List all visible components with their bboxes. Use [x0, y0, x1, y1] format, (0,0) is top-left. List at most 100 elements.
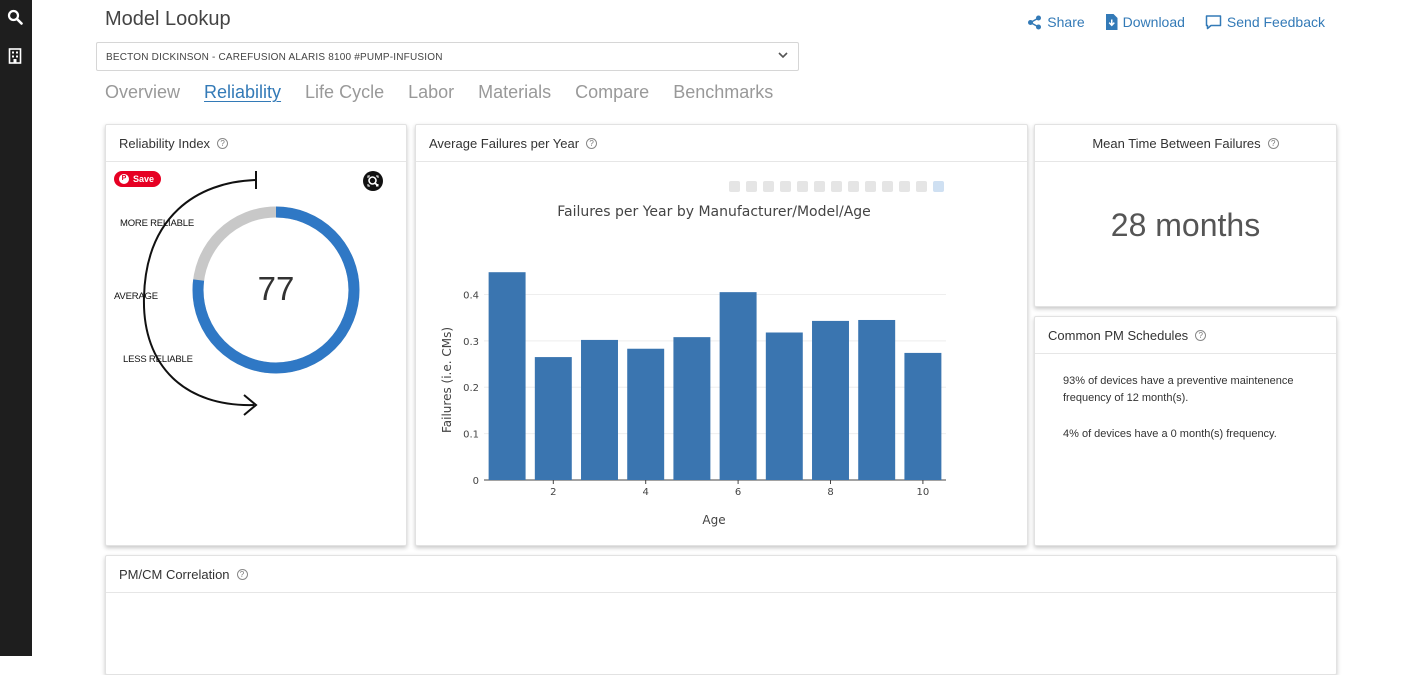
- mtbf-title: Mean Time Between Failures: [1092, 135, 1261, 151]
- y-tick-label: 0.3: [463, 337, 479, 348]
- send-feedback-label: Send Feedback: [1226, 14, 1325, 30]
- tab-benchmarks[interactable]: Benchmarks: [673, 82, 774, 102]
- x-tick-label: 4: [643, 487, 649, 498]
- top-actions: Share Download Send Feedback: [1027, 14, 1325, 30]
- average-label: AVERAGE: [114, 291, 158, 302]
- pm-schedules-header: Common PM Schedules ?: [1035, 317, 1336, 354]
- zoom-icon[interactable]: [746, 181, 757, 192]
- chart-modebar: [729, 181, 944, 192]
- chart-title: Failures per Year by Manufacturer/Model/…: [557, 204, 871, 220]
- reliability-index-header: Reliability Index ?: [106, 125, 406, 162]
- y-tick-label: 0: [473, 476, 479, 487]
- page-title: Model Lookup: [105, 8, 231, 30]
- bar-age-1[interactable]: [488, 272, 526, 480]
- y-tick-label: 0.2: [463, 383, 479, 394]
- reliability-index-title: Reliability Index: [119, 135, 211, 151]
- tab-labor[interactable]: Labor: [408, 82, 455, 102]
- bar-age-5[interactable]: [673, 337, 711, 480]
- comment-icon: [1205, 14, 1222, 29]
- x-axis-label: Age: [702, 513, 725, 527]
- x-tick-label: 10: [917, 487, 930, 498]
- download-label: Download: [1122, 14, 1185, 30]
- average-failures-title: Average Failures per Year: [429, 135, 580, 151]
- bar-age-6[interactable]: [719, 292, 757, 480]
- model-select[interactable]: BECTON DICKINSON - CAREFUSION ALARIS 810…: [96, 42, 799, 71]
- reset-axes-icon[interactable]: [865, 181, 876, 192]
- pm-schedules-text: 93% of devices have a preventive mainten…: [1063, 373, 1313, 462]
- visual-search-icon[interactable]: [363, 171, 383, 196]
- pm-line-2: 4% of devices have a 0 month(s) frequenc…: [1063, 428, 1277, 440]
- autoscale-icon[interactable]: [848, 181, 859, 192]
- pinterest-save-button[interactable]: P Save: [114, 171, 162, 187]
- box-select-icon[interactable]: [780, 181, 791, 192]
- zoom-out-icon[interactable]: [831, 181, 842, 192]
- x-tick-label: 2: [550, 487, 556, 498]
- pm-cm-correlation-card: PM/CM Correlation ?: [105, 555, 1337, 675]
- tab-overview[interactable]: Overview: [105, 82, 181, 102]
- x-tick-label: 8: [827, 487, 833, 498]
- model-select-value: BECTON DICKINSON - CAREFUSION ALARIS 810…: [106, 52, 443, 63]
- section-tabs: Overview Reliability Life Cycle Labor Ma…: [105, 82, 773, 103]
- tab-reliability[interactable]: Reliability: [204, 82, 282, 102]
- tab-life-cycle[interactable]: Life Cycle: [305, 82, 385, 102]
- left-nav-rail: [0, 0, 32, 656]
- mtbf-card: Mean Time Between Failures ? 28 months: [1034, 124, 1337, 307]
- more-reliable-label: MORE RELIABLE: [120, 218, 194, 229]
- chart-tick-labels: 0 0.1 0.2 0.3 0.4 2 4 6 8 10: [463, 290, 929, 498]
- hover-compare-icon[interactable]: [916, 181, 927, 192]
- help-icon[interactable]: ?: [1195, 329, 1207, 341]
- reliability-scale-arrow: [142, 171, 258, 416]
- camera-icon[interactable]: [729, 181, 740, 192]
- help-icon[interactable]: ?: [586, 137, 598, 149]
- pm-line-1: 93% of devices have a preventive mainten…: [1063, 375, 1294, 404]
- pm-cm-correlation-header: PM/CM Correlation ?: [106, 556, 1336, 593]
- mtbf-header: Mean Time Between Failures ?: [1035, 125, 1336, 162]
- download-file-icon: [1105, 14, 1118, 30]
- y-axis-label: Failures (i.e. CMs): [440, 327, 454, 433]
- chart-bars: [488, 272, 942, 480]
- bar-age-8[interactable]: [812, 320, 849, 480]
- hover-closest-icon[interactable]: [899, 181, 910, 192]
- bar-age-9[interactable]: [858, 319, 896, 480]
- reliability-index-card: Reliability Index ? P Save MORE RELIABLE…: [105, 124, 407, 546]
- x-tick-label: 6: [735, 487, 741, 498]
- bar-age-2[interactable]: [534, 357, 572, 480]
- bar-age-10[interactable]: [904, 352, 942, 480]
- plotly-logo-icon[interactable]: [933, 181, 944, 192]
- less-reliable-label: LESS RELIABLE: [123, 354, 193, 365]
- search-icon[interactable]: [4, 6, 26, 28]
- y-tick-label: 0.4: [463, 290, 479, 301]
- help-icon[interactable]: ?: [217, 137, 229, 149]
- reliability-index-value: 77: [257, 270, 295, 307]
- share-button[interactable]: Share: [1027, 14, 1085, 30]
- bar-age-7[interactable]: [765, 332, 803, 480]
- gauge-fill: [192, 206, 360, 374]
- lasso-select-icon[interactable]: [797, 181, 808, 192]
- download-button[interactable]: Download: [1105, 14, 1185, 30]
- zoom-in-icon[interactable]: [814, 181, 825, 192]
- reliability-gauge: [192, 206, 360, 374]
- pm-cm-correlation-title: PM/CM Correlation: [119, 566, 230, 582]
- y-tick-label: 0.1: [463, 430, 479, 441]
- share-icon: [1028, 15, 1042, 29]
- pm-schedules-title: Common PM Schedules: [1048, 327, 1189, 343]
- tab-materials[interactable]: Materials: [478, 82, 552, 102]
- failures-bar-chart: Failures per Year by Manufacturer/Model/…: [440, 204, 946, 527]
- average-failures-header: Average Failures per Year ?: [416, 125, 1027, 162]
- help-icon[interactable]: ?: [1267, 137, 1279, 149]
- pan-icon[interactable]: [763, 181, 774, 192]
- mtbf-value: 28 months: [1110, 207, 1261, 243]
- save-label: Save: [133, 174, 155, 184]
- bar-age-3[interactable]: [581, 339, 618, 480]
- chevron-down-icon: [778, 51, 788, 62]
- share-label: Share: [1047, 14, 1085, 30]
- average-failures-card: Average Failures per Year ? Failures per…: [415, 124, 1028, 546]
- spike-lines-icon[interactable]: [882, 181, 893, 192]
- pinterest-icon: P: [119, 174, 129, 184]
- help-icon[interactable]: ?: [236, 568, 248, 580]
- send-feedback-button[interactable]: Send Feedback: [1205, 14, 1325, 30]
- tab-compare[interactable]: Compare: [575, 82, 650, 102]
- building-icon[interactable]: [4, 45, 26, 67]
- pm-schedules-card: Common PM Schedules ? 93% of devices hav…: [1034, 316, 1337, 546]
- bar-age-4[interactable]: [627, 348, 665, 480]
